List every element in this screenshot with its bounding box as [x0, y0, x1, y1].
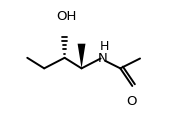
Text: N: N — [98, 52, 107, 65]
Text: O: O — [126, 95, 137, 108]
Text: H: H — [100, 40, 109, 53]
Polygon shape — [78, 44, 86, 68]
Text: OH: OH — [57, 10, 77, 23]
